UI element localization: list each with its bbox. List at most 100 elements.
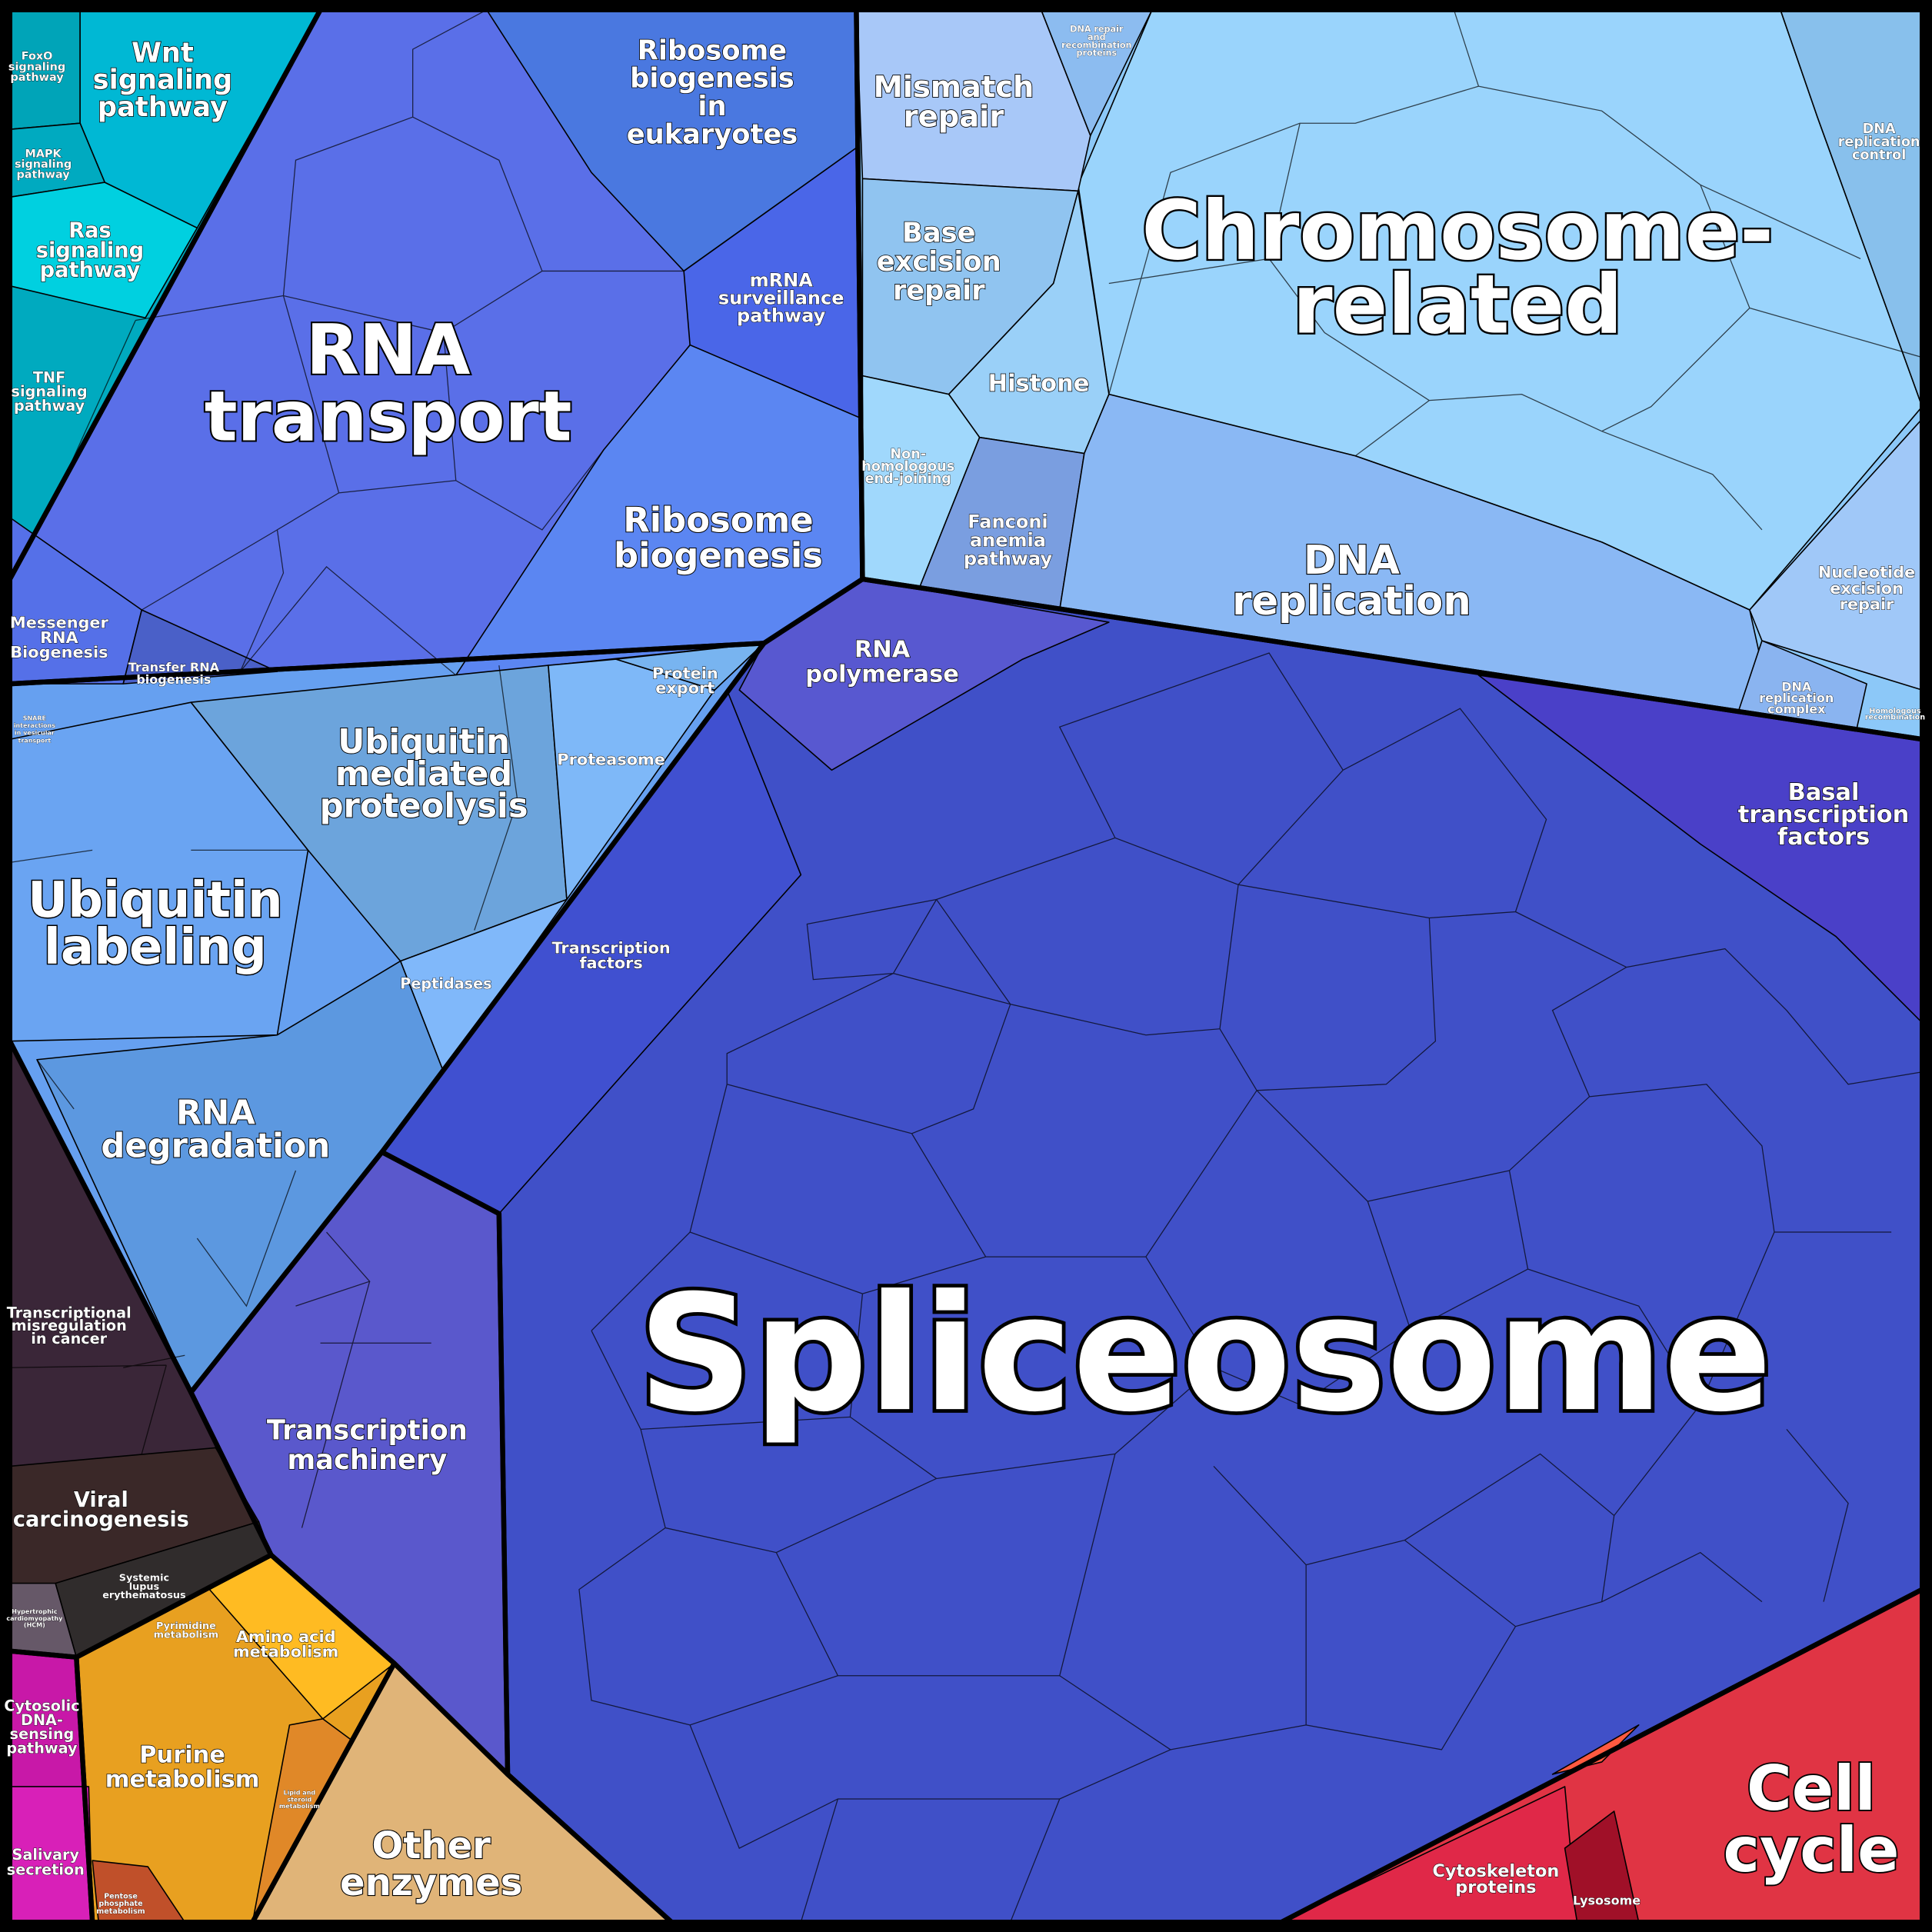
- region-label: mRNA: [750, 269, 814, 291]
- region-label: Protein: [652, 664, 718, 682]
- region-label: signaling: [8, 61, 65, 73]
- region-label: DNA-: [21, 1711, 63, 1729]
- region-label: secretion: [7, 1860, 85, 1878]
- region-label: interactions: [14, 722, 56, 729]
- region-label: control: [1852, 148, 1906, 163]
- region-label: Spliceosome: [638, 1261, 1772, 1447]
- cell: [615, 642, 765, 691]
- region-label: signaling: [12, 383, 88, 401]
- region-label: cycle: [1724, 1814, 1900, 1886]
- region-label: RNA: [306, 311, 471, 391]
- region-label: Homologous: [1869, 707, 1920, 715]
- region-label: RNA: [40, 628, 78, 647]
- region-label: Pentose: [104, 1893, 138, 1901]
- region-label: pathway: [98, 92, 228, 123]
- region-label: transport: [18, 737, 52, 744]
- region-label: phosphate: [98, 1900, 143, 1908]
- region-label: metabolism: [96, 1907, 145, 1916]
- region-label: recombination: [1865, 713, 1926, 721]
- region-label: Non-: [890, 447, 926, 462]
- region-label: factors: [579, 954, 642, 972]
- region-label: polymerase: [805, 661, 959, 688]
- region-label: signaling: [36, 238, 144, 262]
- region-label: Transcription: [551, 939, 670, 958]
- region-label: excision: [877, 246, 1001, 278]
- region-label: pathway: [40, 258, 141, 282]
- region-label: repair: [904, 99, 1004, 134]
- region-label: anemia: [970, 529, 1046, 551]
- labels: WntsignalingpathwayFoxOsignalingpathwayM…: [4, 24, 1926, 1916]
- region-label: (HCM): [24, 1622, 45, 1629]
- region-label: Ribosome: [638, 35, 787, 66]
- region-label: Cell: [1747, 1753, 1876, 1824]
- region-label: in cancer: [31, 1330, 107, 1347]
- region-label: Hypertrophic: [12, 1608, 57, 1615]
- region-label: Chromosome-: [1141, 183, 1774, 278]
- region-label: sensing: [10, 1725, 75, 1743]
- region-label: Fanconi: [968, 511, 1048, 532]
- region-label: pathway: [6, 1740, 78, 1757]
- region-label: DNA: [1863, 122, 1896, 137]
- region-label: replication: [1232, 578, 1471, 625]
- region-label: erythematosus: [102, 1590, 186, 1601]
- region-label: lupus: [129, 1581, 160, 1593]
- region-label: DNA: [1781, 679, 1812, 694]
- region-label: surveillance: [718, 287, 844, 308]
- region-label: DNA: [1304, 538, 1400, 584]
- region-label: proteins: [1455, 1877, 1536, 1897]
- region-label: Lysosome: [1573, 1893, 1641, 1907]
- region-label: Transcription: [267, 1415, 468, 1447]
- region-label: cardiomyopathy: [6, 1615, 63, 1622]
- region-label: Amino acid: [236, 1627, 336, 1646]
- region-label: biogenesis: [614, 535, 823, 576]
- region-label: transcription: [1738, 801, 1910, 828]
- region-label: replication: [1759, 691, 1834, 705]
- region-label: Basal: [1788, 779, 1860, 806]
- region-label: Other: [372, 1824, 491, 1867]
- region-label: proteins: [1076, 48, 1117, 58]
- region-label: Wnt: [132, 37, 194, 68]
- region-label: biogenesis: [136, 672, 211, 687]
- region-label: pathway: [964, 548, 1053, 569]
- region-label: Cytoskeleton: [1432, 1861, 1559, 1881]
- region-label: FoxO: [22, 51, 53, 63]
- region-label: TNF: [33, 368, 65, 386]
- region-label: pathway: [737, 305, 826, 327]
- region-label: Proteasome: [557, 750, 665, 768]
- region-label: homologous: [861, 459, 954, 475]
- region-label: repair: [893, 275, 985, 307]
- region-label: mediated: [335, 755, 512, 794]
- region-label: signaling: [15, 158, 72, 171]
- region-label: DNA repair: [1070, 24, 1124, 34]
- region-label: labeling: [44, 919, 267, 976]
- region-label: repair: [1840, 595, 1894, 614]
- region-label: misregulation: [12, 1317, 127, 1334]
- region-label: factors: [1777, 824, 1870, 851]
- region-label: metabolism: [233, 1642, 338, 1661]
- region-label: Nucleotide: [1818, 563, 1915, 581]
- region-label: Ras: [68, 219, 112, 243]
- region-label: transport: [205, 377, 572, 457]
- region-label: steroid: [287, 1796, 311, 1803]
- region-label: Cytosolic: [4, 1697, 79, 1714]
- region-label: Mismatch: [874, 70, 1034, 105]
- region-label: Purine: [139, 1741, 225, 1768]
- region-label: excision: [1830, 579, 1904, 598]
- region-label: Peptidases: [400, 975, 491, 993]
- region-label: pathway: [10, 72, 64, 84]
- region-label: Systemic: [119, 1573, 169, 1584]
- region-label: Ribosome: [623, 499, 813, 540]
- cells: [9, 9, 1923, 1923]
- region-label: and: [1088, 32, 1106, 42]
- region-label: pathway: [16, 168, 70, 181]
- region-label: metabolism: [105, 1766, 260, 1793]
- region-label: Pyrimidine: [156, 1621, 216, 1632]
- region-label: eukaryotes: [627, 118, 798, 150]
- region-label: metabolism: [279, 1803, 320, 1810]
- region-label: MAPK: [25, 148, 62, 160]
- region-label: Ubiquitin: [28, 872, 283, 929]
- region-label: RNA: [854, 636, 911, 663]
